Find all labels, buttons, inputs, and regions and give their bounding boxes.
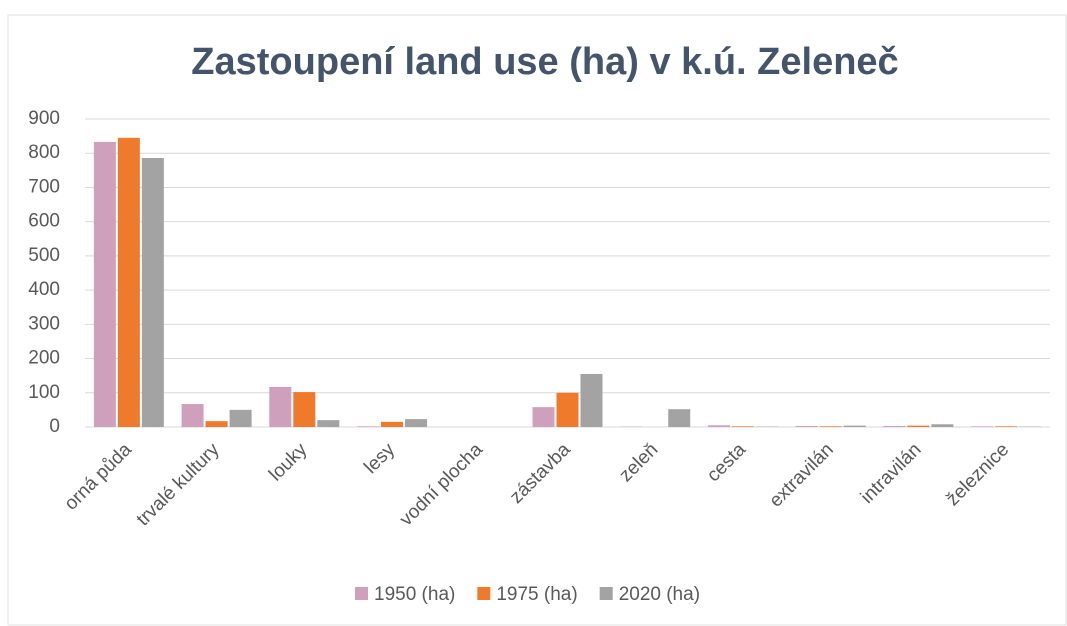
y-tick-label: 200: [28, 348, 60, 369]
bar: [843, 425, 866, 427]
bar: [405, 419, 428, 427]
legend-swatch: [599, 587, 613, 600]
legend-label: 2020 (ha): [619, 584, 700, 605]
y-tick-label: 600: [28, 211, 60, 232]
bar: [317, 420, 340, 427]
y-tick-label: 100: [28, 382, 60, 403]
bar: [995, 426, 1018, 427]
bar: [141, 158, 164, 427]
bar: [117, 137, 140, 428]
bar: [931, 424, 954, 427]
bar: [205, 421, 228, 427]
bar: [971, 426, 994, 427]
bar: [93, 141, 116, 427]
bar: [293, 392, 316, 427]
legend-label: 1950 (ha): [374, 584, 455, 605]
bar: [181, 404, 204, 427]
y-tick-label: 700: [28, 176, 60, 197]
y-tick-label: 900: [28, 108, 60, 129]
bar: [795, 425, 818, 427]
bar: [269, 386, 292, 427]
bar: [883, 425, 906, 427]
bar: [668, 409, 691, 427]
chart-title: Zastoupení land use (ha) v k.ú. Zeleneč: [191, 41, 898, 83]
bar: [580, 373, 603, 427]
y-tick-label: 800: [28, 142, 60, 163]
bar: [357, 426, 380, 427]
y-tick-label: 300: [28, 313, 60, 334]
bar: [819, 426, 842, 427]
y-tick-label: 400: [28, 279, 60, 300]
legend-swatch: [355, 587, 368, 600]
legend-label: 1975 (ha): [496, 584, 577, 605]
y-tick-label: 500: [28, 245, 60, 266]
bar: [707, 425, 730, 427]
bar: [556, 392, 579, 427]
legend-swatch: [477, 587, 491, 600]
chart-border: [7, 14, 1067, 626]
bar: [907, 425, 930, 427]
y-tick-label: 0: [49, 416, 60, 437]
bar: [532, 407, 555, 427]
bar: [381, 421, 404, 427]
bar: [731, 426, 754, 427]
bar: [229, 409, 252, 427]
